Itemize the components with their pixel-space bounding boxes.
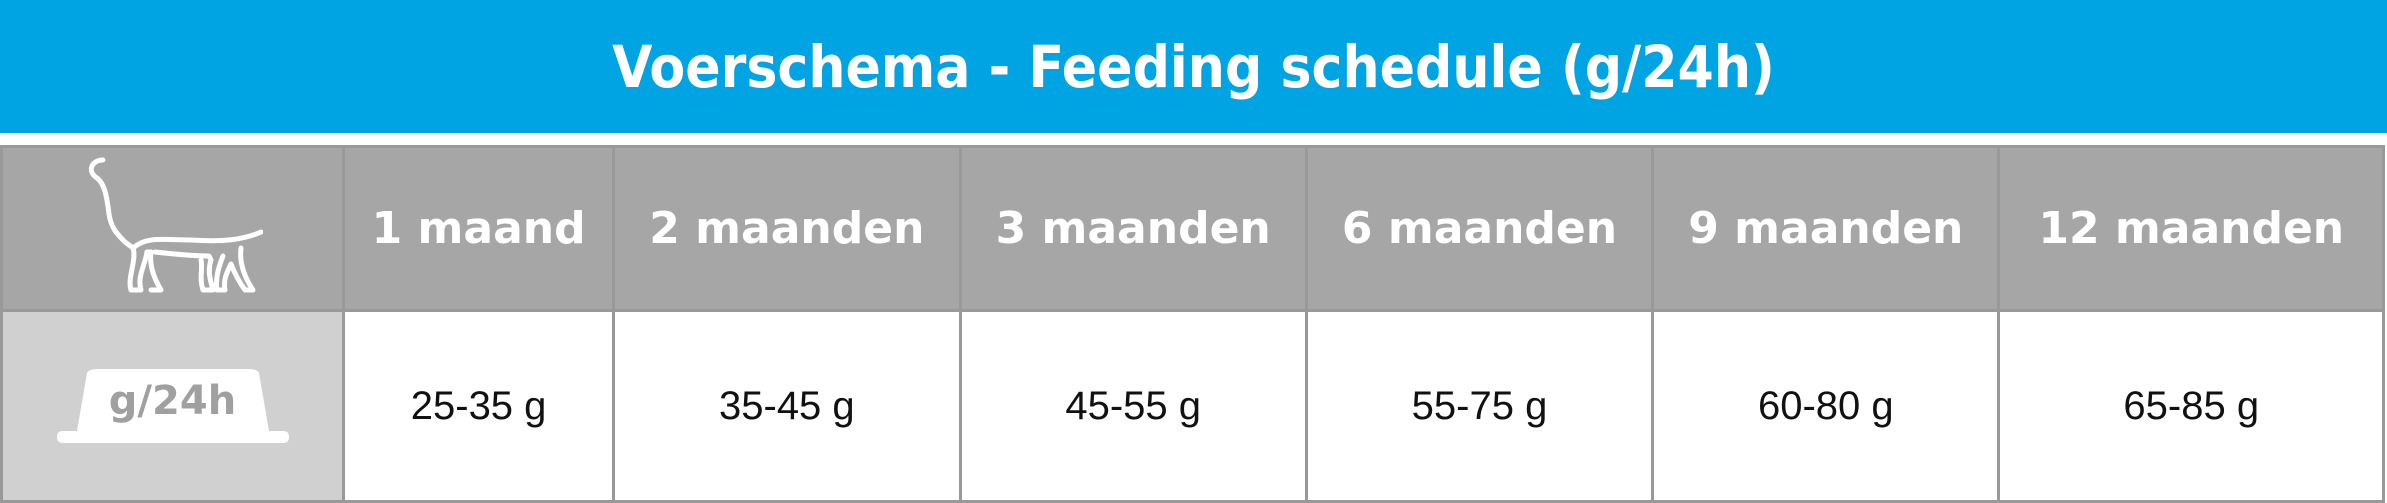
value-cell: 25-35 g bbox=[341, 309, 616, 503]
value-cell: 35-45 g bbox=[612, 309, 962, 503]
value-cell: 60-80 g bbox=[1651, 309, 2001, 503]
value-cell: 55-75 g bbox=[1304, 309, 1655, 503]
column-header: 1 maand bbox=[341, 145, 616, 312]
column-header: 12 maanden bbox=[1997, 145, 2385, 312]
column-header: 9 maanden bbox=[1651, 145, 2001, 312]
food-bowl-icon: g/24h bbox=[56, 369, 289, 443]
feeding-schedule-table: 1 maand 2 maanden 3 maanden 6 maanden 9 … bbox=[0, 145, 2385, 503]
header-row: 1 maand 2 maanden 3 maanden 6 maanden 9 … bbox=[0, 145, 2385, 312]
row-label-cell: g/24h bbox=[0, 309, 345, 503]
cat-icon bbox=[88, 157, 263, 293]
row-label: g/24h bbox=[108, 378, 237, 424]
value-cell: 45-55 g bbox=[958, 309, 1308, 503]
cat-icon-cell bbox=[0, 145, 345, 312]
page-title: Voerschema - Feeding schedule (g/24h) bbox=[612, 32, 1775, 101]
column-header: 2 maanden bbox=[612, 145, 962, 312]
table-row: g/24h 25-35 g 35-45 g 45-55 g 55-75 g 60… bbox=[0, 309, 2385, 503]
value-cell: 65-85 g bbox=[1997, 309, 2385, 503]
title-banner: Voerschema - Feeding schedule (g/24h) bbox=[0, 0, 2387, 133]
column-header: 3 maanden bbox=[958, 145, 1308, 312]
column-header: 6 maanden bbox=[1304, 145, 1655, 312]
